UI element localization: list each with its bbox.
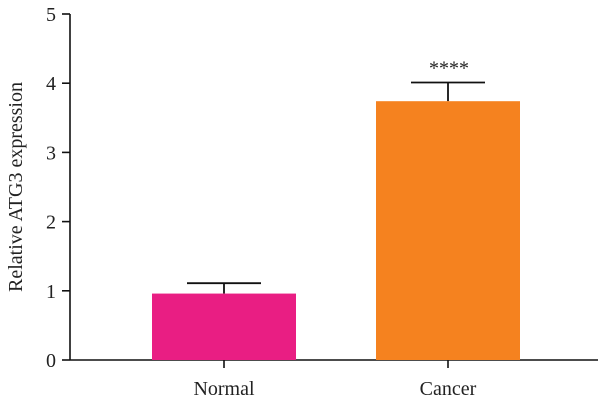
- y-tick-label: 5: [46, 4, 56, 26]
- bars: Normal Cancer ****: [152, 58, 520, 400]
- x-tick-label: Cancer: [420, 378, 477, 400]
- y-tick-label: 3: [46, 142, 56, 164]
- y-tick-label: 2: [46, 212, 56, 234]
- bar-group-cancer: Cancer ****: [376, 58, 520, 400]
- x-tick-label: Normal: [193, 378, 255, 400]
- bar-group-normal: Normal: [152, 282, 296, 400]
- significance-annotation: ****: [429, 58, 469, 80]
- y-tick-label: 0: [46, 350, 56, 372]
- y-tick-label: 1: [46, 281, 56, 303]
- bar-cancer: [376, 101, 520, 360]
- y-axis: 0 1 2 3 4 5: [46, 4, 71, 372]
- y-axis-title: Relative ATG3 expression: [5, 82, 27, 292]
- bar-normal: [152, 293, 296, 360]
- y-tick-label: 4: [46, 73, 56, 95]
